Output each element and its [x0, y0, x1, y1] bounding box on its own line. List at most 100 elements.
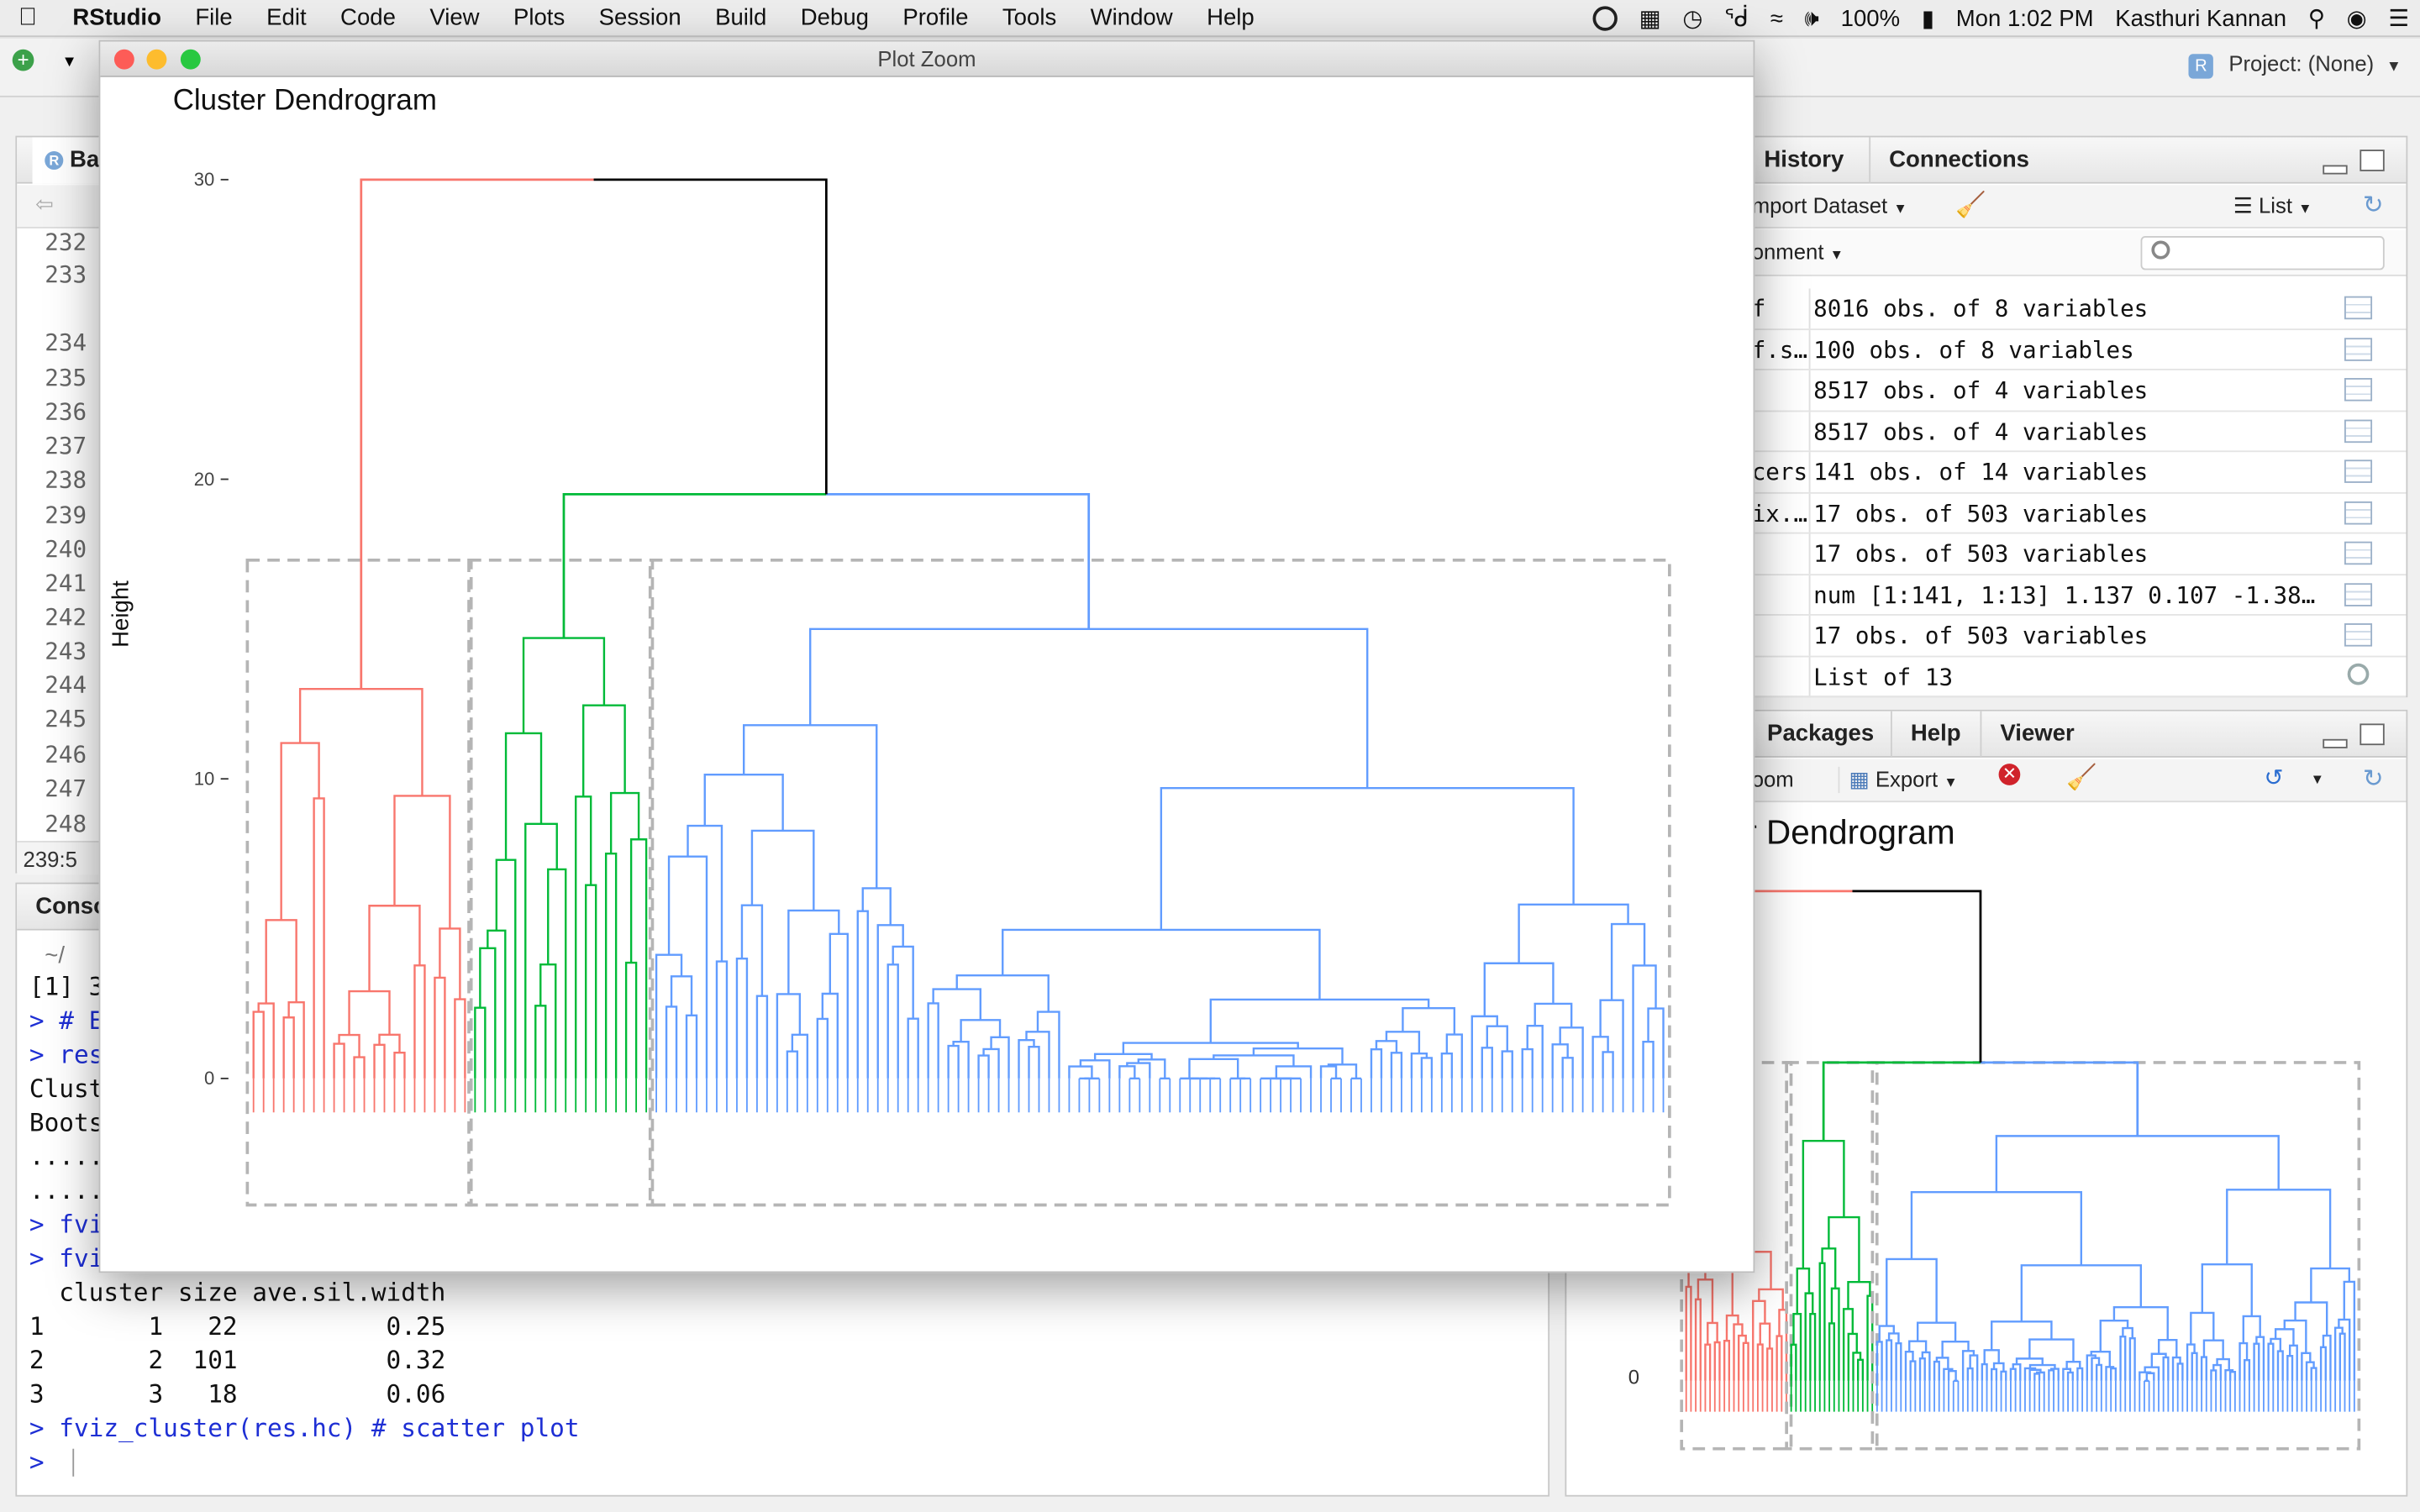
- app-status-icon[interactable]: [1592, 6, 1618, 31]
- environment-dropdown[interactable]: onment ▼: [1751, 239, 1844, 265]
- maximize-pane-icon[interactable]: [2360, 150, 2385, 171]
- dendrogram-branch: [2110, 1367, 2118, 1381]
- grid-icon[interactable]: [2344, 501, 2373, 524]
- dendrogram-branch: [787, 909, 840, 995]
- tab-help[interactable]: Help: [1891, 711, 1973, 758]
- dendrogram-branch: [547, 868, 567, 1079]
- search-icon[interactable]: [2347, 662, 2370, 685]
- column-divider: [1808, 329, 1811, 369]
- tab-viewer[interactable]: Viewer: [1980, 711, 2087, 758]
- dendrogram-branch: [1992, 1362, 2005, 1372]
- volume-icon[interactable]: 🕪: [1804, 5, 1819, 32]
- new-file-icon[interactable]: +: [12, 49, 34, 71]
- publish-icon[interactable]: ↺: [2264, 765, 2284, 792]
- minimize-window-icon[interactable]: [146, 49, 167, 70]
- dendrogram-branch: [1551, 1043, 1569, 1079]
- broom-icon[interactable]: 🧹: [2066, 765, 2097, 792]
- list-view-button[interactable]: ☰ List ▼: [2233, 192, 2312, 218]
- dendrogram-branch: [1559, 1026, 1584, 1079]
- menu-tools[interactable]: Tools: [1002, 4, 1057, 31]
- grid-icon[interactable]: [2344, 378, 2373, 402]
- apple-icon[interactable]: : [0, 4, 55, 32]
- close-window-icon[interactable]: [113, 49, 134, 70]
- maximize-window-icon[interactable]: [180, 49, 201, 70]
- menu-build[interactable]: Build: [715, 4, 767, 31]
- tab-history[interactable]: History: [1764, 146, 1844, 173]
- menu-view[interactable]: View: [429, 4, 480, 31]
- dendrogram-branch: [2242, 1315, 2261, 1344]
- env-row[interactable]: num [1:141, 1:13] 1.137 0.107 -1.38…: [1751, 575, 2407, 616]
- back-arrow-icon[interactable]: ⇦: [35, 191, 54, 217]
- tab-connections[interactable]: Connections: [1869, 137, 2041, 184]
- env-row[interactable]: ix.… 17 obs. of 503 variables: [1751, 492, 2407, 534]
- env-row[interactable]: 8517 obs. of 4 variables: [1751, 370, 2407, 412]
- dendrogram-branch: [2267, 1342, 2275, 1381]
- battery-icon[interactable]: ▮: [1921, 6, 1935, 33]
- env-row[interactable]: f.s… 100 obs. of 8 variables: [1751, 329, 2407, 370]
- remove-plot-icon[interactable]: ✕: [1998, 764, 2021, 785]
- spotlight-icon[interactable]: ⚲: [2307, 6, 2325, 33]
- display-icon[interactable]: ▦: [1639, 6, 1661, 33]
- grid-icon[interactable]: [2344, 541, 2373, 565]
- dendrogram-branch: [1028, 1046, 1040, 1079]
- env-row[interactable]: f 8016 obs. of 8 variables: [1751, 288, 2407, 330]
- dendrogram-branch: [1518, 903, 1629, 963]
- env-row[interactable]: 8517 obs. of 4 variables: [1751, 411, 2407, 453]
- minimize-pane-icon[interactable]: [2323, 165, 2348, 175]
- menu-window[interactable]: Window: [1090, 4, 1173, 31]
- import-dataset-button[interactable]: mport Dataset ▼: [1751, 192, 1907, 218]
- refresh-icon[interactable]: ↻: [2363, 192, 2384, 219]
- wifi-icon[interactable]: ≈: [1770, 5, 1783, 32]
- notification-icon[interactable]: ☰: [2388, 6, 2410, 33]
- bluetooth-icon[interactable]: ᖂ: [1724, 6, 1749, 33]
- grid-icon[interactable]: [2344, 459, 2373, 483]
- battery-percent[interactable]: 100%: [1840, 5, 1901, 32]
- grid-icon[interactable]: [2344, 582, 2373, 606]
- env-row[interactable]: List of 13: [1751, 656, 2407, 698]
- tab-packages[interactable]: Packages: [1767, 720, 1875, 747]
- line-number: 233: [45, 260, 87, 289]
- chevron-down-icon[interactable]: ▼: [2310, 771, 2324, 787]
- menu-plots[interactable]: Plots: [513, 4, 566, 31]
- dendrogram-branch: [2210, 1369, 2217, 1381]
- menu-app[interactable]: RStudio: [72, 4, 161, 31]
- menu-file[interactable]: File: [195, 4, 233, 31]
- menu-code[interactable]: Code: [340, 4, 396, 31]
- dendrogram-branch: [1723, 1340, 1731, 1381]
- env-search-input[interactable]: [2140, 236, 2385, 270]
- env-var-name: f: [1751, 294, 1766, 323]
- broom-icon[interactable]: 🧹: [1955, 192, 1986, 219]
- grid-icon[interactable]: [2344, 623, 2373, 647]
- plot-zoom-titlebar[interactable]: Plot Zoom: [100, 41, 1754, 77]
- env-var-name: f.s…: [1751, 335, 1807, 364]
- export-button[interactable]: ▦ Export ▼: [1838, 766, 1958, 794]
- menu-profile[interactable]: Profile: [902, 4, 969, 31]
- project-menu[interactable]: R Project: (None) ▼: [2188, 51, 2402, 79]
- console-line: >: [29, 1446, 60, 1477]
- line-number: 247: [45, 774, 87, 803]
- dendrogram-branch: [791, 1033, 809, 1079]
- env-row[interactable]: cers 141 obs. of 14 variables: [1751, 452, 2407, 493]
- chevron-down-icon[interactable]: ▼: [61, 54, 77, 71]
- menu-debug[interactable]: Debug: [800, 4, 869, 31]
- menu-help[interactable]: Help: [1207, 4, 1255, 31]
- grid-icon[interactable]: [2344, 337, 2373, 360]
- clock[interactable]: Mon 1:02 PM: [1955, 5, 2094, 32]
- siri-icon[interactable]: ◉: [2346, 6, 2367, 33]
- minimize-pane-icon[interactable]: [2323, 738, 2348, 748]
- dendrogram-branch: [786, 1050, 799, 1079]
- tab-console[interactable]: Conso: [35, 893, 108, 920]
- grid-icon[interactable]: [2344, 296, 2373, 320]
- zoom-button[interactable]: oom: [1751, 766, 1794, 792]
- menu-session[interactable]: Session: [598, 4, 681, 31]
- env-row[interactable]: 17 obs. of 503 variables: [1751, 615, 2407, 657]
- line-number: 238: [45, 465, 87, 494]
- menu-edit[interactable]: Edit: [266, 4, 307, 31]
- dendrogram-branch: [1991, 1368, 1998, 1381]
- user-name[interactable]: Kasthuri Kannan: [2115, 5, 2287, 32]
- env-row[interactable]: 17 obs. of 503 variables: [1751, 533, 2407, 575]
- maximize-pane-icon[interactable]: [2360, 723, 2385, 746]
- refresh-icon[interactable]: ↻: [2363, 766, 2384, 794]
- grid-icon[interactable]: [2344, 418, 2373, 443]
- time-machine-icon[interactable]: ◷: [1682, 6, 1703, 33]
